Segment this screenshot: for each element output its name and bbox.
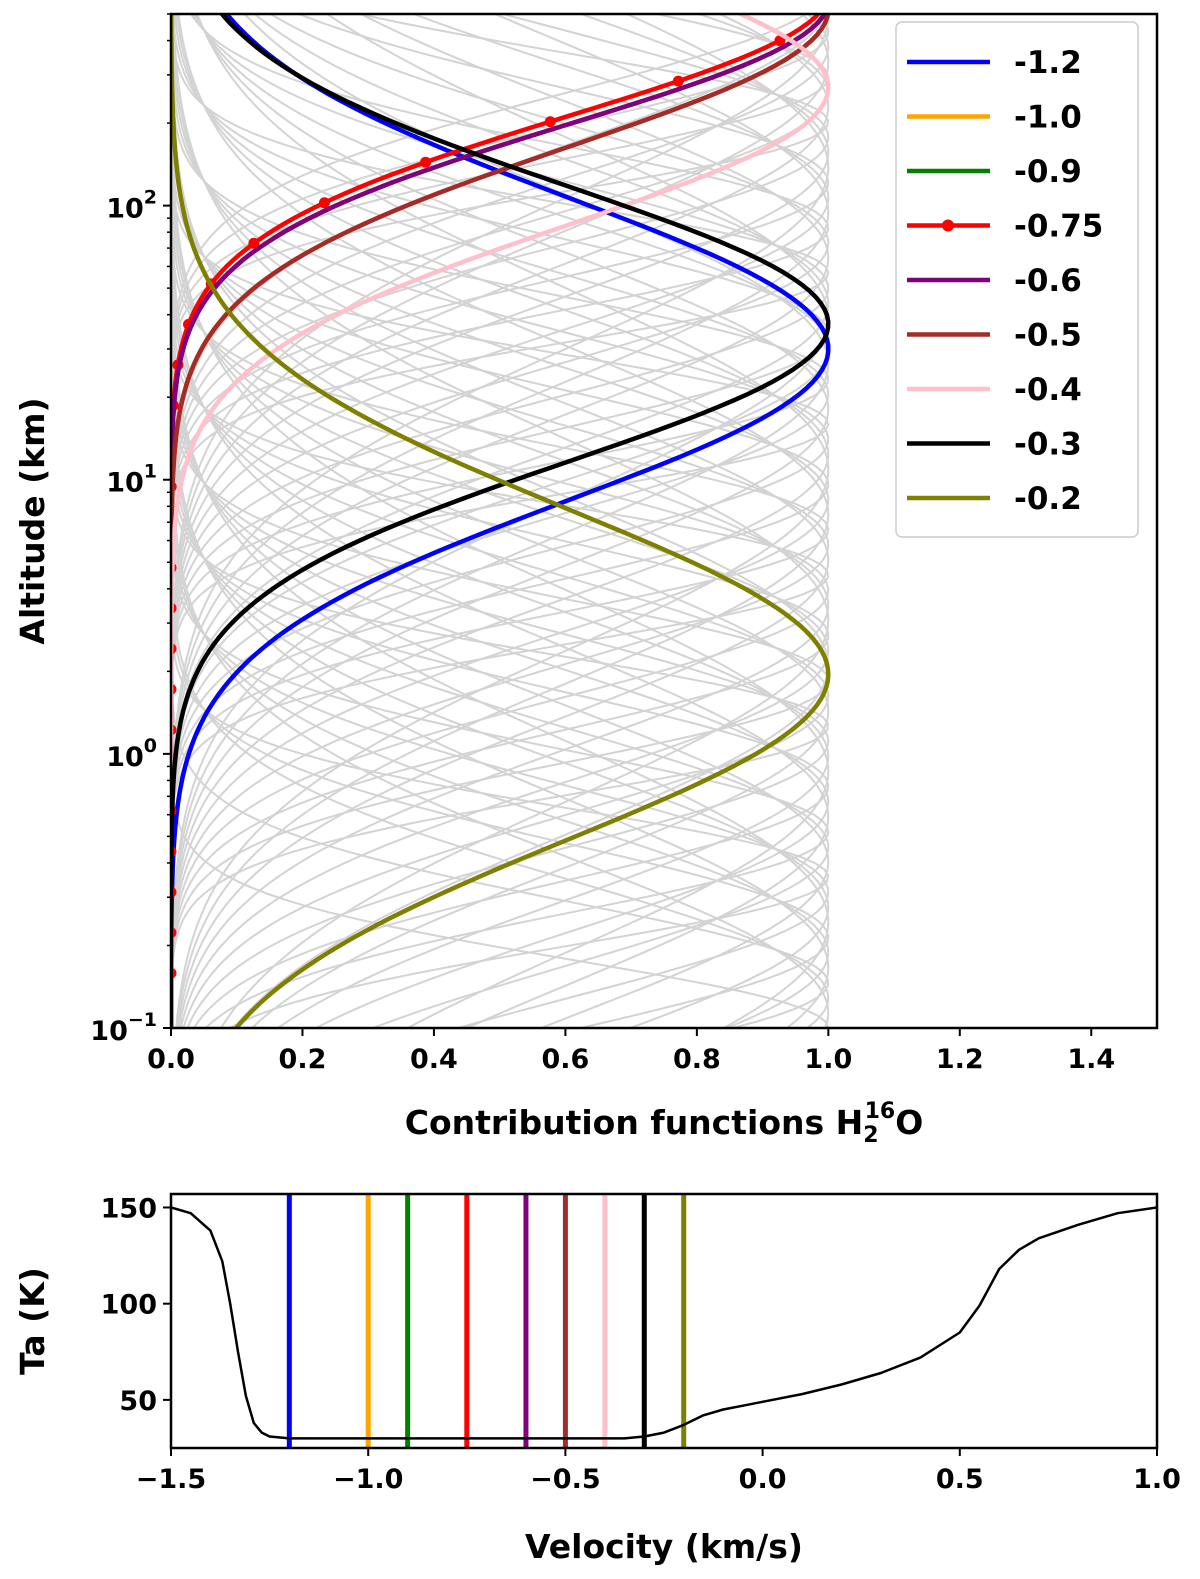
bottom-x-axis-title: Velocity (km/s) [525,1527,803,1566]
bottom-x-ticks: −1.5 −1.0 −0.5 0.0 0.5 1.0 [136,1448,1181,1495]
background-curve [171,14,830,1028]
top-x-tick-label: 0.2 [279,1044,327,1075]
background-curve [171,14,830,1028]
top-x-tick-label: 0.4 [410,1044,458,1075]
background-curve [171,14,830,1028]
legend-label--1.2: -1.2 [1014,45,1082,81]
top-x-ticks: 0.0 0.2 0.4 0.6 0.8 1.0 1.2 1.4 [147,1028,1115,1075]
background-curve [171,14,830,1028]
background-curve [172,14,830,1028]
background-curve [171,14,830,1028]
top-y-tick-label: 10−1 [90,1009,157,1047]
top-x-tick-label: 1.4 [1067,1044,1115,1075]
background-curve [171,14,830,1028]
background-curve [175,14,830,1028]
bottom-plot-frame [169,1192,1159,1450]
top-y-axis-title: Altitude (km) [13,397,52,644]
background-curve [171,14,830,1028]
background-curve [171,14,830,1028]
background-curve [171,14,830,1028]
top-x-tick-label: 0.6 [541,1044,589,1075]
top-x-tick-label: 1.0 [804,1044,852,1075]
bottom-y-ticks: 50 100 150 [101,1193,171,1417]
top-x-tick-label: 1.2 [936,1044,984,1075]
bottom-x-tick-label: 1.0 [1133,1464,1181,1495]
bottom-y-axis-title: Ta (K) [13,1267,52,1375]
bottom-x-tick-label: −0.5 [530,1464,600,1495]
legend-label--0.4: -0.4 [1014,372,1082,408]
velocity-markers [286,1194,687,1448]
bottom-x-tick-label: 0.5 [936,1464,984,1495]
background-curve [171,14,830,1028]
legend-label--0.5: -0.5 [1014,318,1082,354]
background-curve [171,14,830,1028]
top-plot-frame [169,12,1159,1030]
background-curves [171,14,830,1028]
series-marker--0.75 [822,0,833,6]
background-curve [171,14,830,1028]
background-curve [171,14,830,1028]
background-curve [171,14,830,1028]
series-marker--0.75 [544,116,556,128]
contribution-functions-panel: 0.0 0.2 0.4 0.6 0.8 1.0 1.2 1.4 10−1 100 101 102 C… [13,0,1159,1148]
background-curve [171,14,830,1028]
top-x-tick-label: 0.8 [673,1044,721,1075]
bottom-x-tick-label: 0.0 [739,1464,787,1495]
series-curve--0.2 [171,14,831,1028]
background-curve [171,14,830,1028]
legend-label--0.9: -0.9 [1014,154,1082,190]
spectrum [171,1206,1157,1440]
background-curve [171,14,830,1028]
spectrum-panel: −1.5 −1.0 −0.5 0.0 0.5 1.0 50 100 150 Velocity … [13,1192,1181,1566]
background-curve [171,14,830,1028]
bottom-y-tick-label: 100 [101,1290,157,1321]
background-curve [171,14,830,1028]
top-y-ticks: 10−1 100 101 102 [90,13,171,1047]
series-curve--0.5 [171,14,831,1028]
top-y-tick-label: 101 [106,461,157,499]
bottom-y-tick-label: 150 [101,1193,157,1224]
background-curve [171,14,808,1028]
background-curve [171,14,830,1028]
background-curve [171,14,830,1028]
legend-label--1.0: -1.0 [1014,100,1082,136]
spectrum-line [171,1206,1157,1440]
bottom-x-tick-label: −1.5 [136,1464,206,1495]
series-marker--0.75 [420,156,432,168]
background-curve [171,14,830,1028]
top-x-axis-title: Contribution functions H216O [405,1099,924,1148]
legend: -1.2 -1.0 -0.9 -0.75 -0.6 -0.5 -0.4 -0.3 -0.2 [895,21,1139,538]
series-curve--0.4 [171,14,831,1028]
background-curve [171,14,830,1028]
legend-label--0.2: -0.2 [1014,481,1082,517]
background-curve [171,14,830,1028]
series-curve--1.2 [171,14,831,1028]
legend-label--0.6: -0.6 [1014,263,1082,299]
series-marker--0.75 [248,237,260,249]
series-marker--0.75 [318,197,330,209]
top-y-tick-label: 102 [106,187,157,225]
bottom-y-tick-label: 50 [119,1386,157,1417]
bottom-x-tick-label: −1.0 [333,1464,403,1495]
background-curve [171,14,830,1028]
legend-box [895,21,1139,538]
legend-label--0.3: -0.3 [1014,427,1082,463]
series-marker--0.75 [672,75,684,87]
top-y-tick-label: 100 [106,735,157,773]
legend-label--0.75: -0.75 [1014,209,1103,245]
top-x-tick-label: 0.0 [147,1044,195,1075]
background-curve [171,14,830,1028]
legend-marker--0.75 [942,219,954,232]
